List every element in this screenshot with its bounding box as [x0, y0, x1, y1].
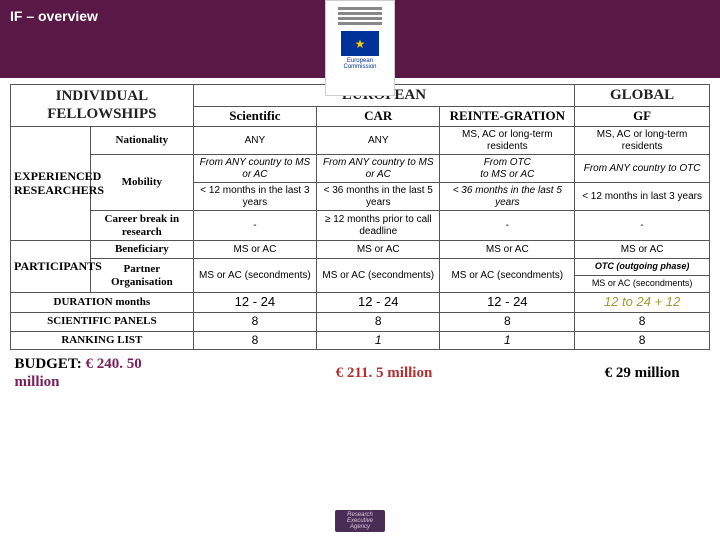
cell-cb-0: - — [193, 211, 316, 241]
col-car: CAR — [317, 107, 440, 127]
cell-cb-1: ≥ 12 months prior to call deadline — [317, 211, 440, 241]
ec-logo: ★ EuropeanCommission — [325, 0, 395, 96]
slide-title: IF – overview — [10, 8, 98, 24]
cell-pan-2: 8 — [440, 312, 575, 331]
eu-flag-icon: ★ — [341, 31, 379, 56]
cell-mob-from-3: From ANY country to OTC — [575, 155, 710, 183]
cell-ben-1: MS or AC — [317, 241, 440, 259]
cell-ben-0: MS or AC — [193, 241, 316, 259]
cell-rank-1: 1 — [317, 331, 440, 350]
cell-cb-2: - — [440, 211, 575, 241]
cell-nat-2: MS, AC or long-term residents — [440, 127, 575, 155]
budget-label: BUDGET: — [15, 356, 82, 372]
row-career-label: Career break in research — [90, 211, 193, 241]
row-duration-label: DURATION months — [11, 292, 194, 312]
cell-dur-3: 12 to 24 + 12 — [575, 292, 710, 312]
cell-po-1: MS or AC (secondments) — [317, 259, 440, 293]
cell-nat-1: ANY — [317, 127, 440, 155]
cell-po-3-top: OTC (outgoing phase) — [575, 259, 709, 276]
row-partner-label: Partner Organisation — [90, 259, 193, 293]
cell-mob-mon-1: < 36 months in the last 5 years — [317, 183, 440, 211]
cell-po-3-bottom: MS or AC (secondments) — [575, 276, 709, 292]
cell-mob-from-2: From OTC to MS or AC — [440, 155, 575, 183]
corner-header: INDIVIDUAL FELLOWSHIPS — [11, 85, 194, 127]
cell-nat-3: MS, AC or long-term residents — [575, 127, 710, 155]
cell-dur-2: 12 - 24 — [440, 292, 575, 312]
cell-po-3: OTC (outgoing phase) MS or AC (secondmen… — [575, 259, 710, 293]
table-container: INDIVIDUAL FELLOWSHIPS EUROPEAN GLOBAL S… — [0, 78, 720, 397]
row-panels-label: SCIENTIFIC PANELS — [11, 312, 194, 331]
cell-dur-0: 12 - 24 — [193, 292, 316, 312]
col-reinte: REINTE-GRATION — [440, 107, 575, 127]
cell-mob-from-0: From ANY country to MS or AC — [193, 155, 316, 183]
cell-pan-3: 8 — [575, 312, 710, 331]
if-overview-table: INDIVIDUAL FELLOWSHIPS EUROPEAN GLOBAL S… — [10, 84, 710, 397]
section-experienced: EXPERIENCED RESEARCHERS — [11, 127, 91, 241]
col-gf: GF — [575, 107, 710, 127]
budget-global: € 29 million — [575, 350, 710, 397]
cell-po-0: MS or AC (secondments) — [193, 259, 316, 293]
row-beneficiary-label: Beneficiary — [90, 241, 193, 259]
budget-european: € 211. 5 million — [193, 350, 574, 397]
cell-rank-3: 8 — [575, 331, 710, 350]
cell-mob-from-1: From ANY country to MS or AC — [317, 155, 440, 183]
cell-nat-0: ANY — [193, 127, 316, 155]
rea-badge: Research Executive Agency — [335, 510, 385, 532]
budget-label-cell: BUDGET: € 240. 50 million — [11, 350, 194, 397]
ec-label: EuropeanCommission — [343, 58, 376, 70]
cell-cb-3: - — [575, 211, 710, 241]
col-group-global: GLOBAL — [575, 85, 710, 107]
row-ranking-label: RANKING LIST — [11, 331, 194, 350]
cell-mob-mon-0: < 12 months in the last 3 years — [193, 183, 316, 211]
cell-po-2: MS or AC (secondments) — [440, 259, 575, 293]
cell-dur-1: 12 - 24 — [317, 292, 440, 312]
row-nationality-label: Nationality — [90, 127, 193, 155]
col-scientific: Scientific — [193, 107, 316, 127]
row-mobility-label: Mobility — [90, 155, 193, 211]
section-participants: PARTICIPANTS — [11, 241, 91, 292]
cell-pan-0: 8 — [193, 312, 316, 331]
cell-mob-mon-3: < 12 months in last 3 years — [575, 183, 710, 211]
cell-ben-3: MS or AC — [575, 241, 710, 259]
cell-ben-2: MS or AC — [440, 241, 575, 259]
cell-mob-mon-2: < 36 months in the last 5 years — [440, 183, 575, 211]
cell-pan-1: 8 — [317, 312, 440, 331]
cell-rank-2: 1 — [440, 331, 575, 350]
cell-rank-0: 8 — [193, 331, 316, 350]
